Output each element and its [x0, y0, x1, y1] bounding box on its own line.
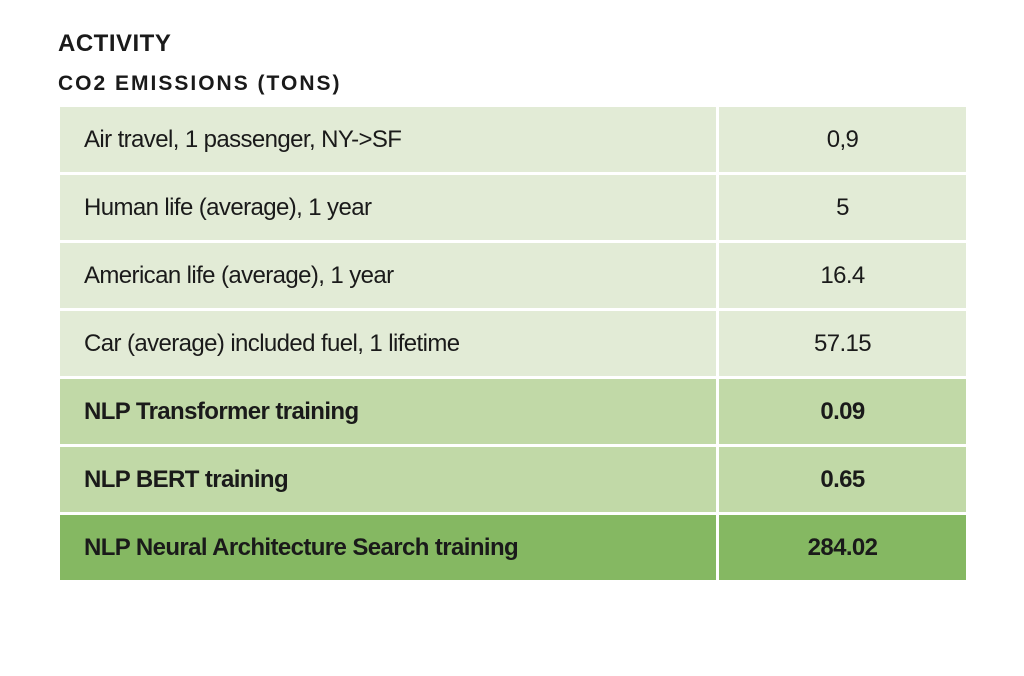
- row: American life (average), 1 year 16.4: [60, 243, 966, 308]
- emissions: 57.15: [719, 311, 966, 376]
- emissions: 0.65: [719, 447, 966, 512]
- emissions: 284.02: [719, 515, 966, 580]
- row: NLP Neural Architecture Search training 2…: [60, 515, 966, 580]
- emissions: 16.4: [719, 243, 966, 308]
- emissions: 5: [719, 175, 966, 240]
- row: Car (average) included fuel, 1 lifetime 5…: [60, 311, 966, 376]
- row: Air travel, 1 passenger, NY->SF 0,9: [60, 107, 966, 172]
- emissions: 0.09: [719, 379, 966, 444]
- row: Human life (average), 1 year 5: [60, 175, 966, 240]
- activity: American life (average), 1 year: [60, 243, 716, 308]
- title: ACTIVITY: [58, 30, 172, 57]
- activity: NLP Transformer training: [60, 379, 716, 444]
- activity: Car (average) included fuel, 1 lifetime: [60, 311, 716, 376]
- subtitle: CO2 EMISSIONS (TONS): [58, 72, 342, 95]
- activity: Human life (average), 1 year: [60, 175, 716, 240]
- emissions: 0,9: [719, 107, 966, 172]
- emissions-table: Air travel, 1 passenger, NY->SF 0,9 Human…: [57, 104, 969, 583]
- activity: Air travel, 1 passenger, NY->SF: [60, 107, 716, 172]
- activity: NLP Neural Architecture Search training: [60, 515, 716, 580]
- row: NLP Transformer training 0.09: [60, 379, 966, 444]
- row: NLP BERT training 0.65: [60, 447, 966, 512]
- activity: NLP BERT training: [60, 447, 716, 512]
